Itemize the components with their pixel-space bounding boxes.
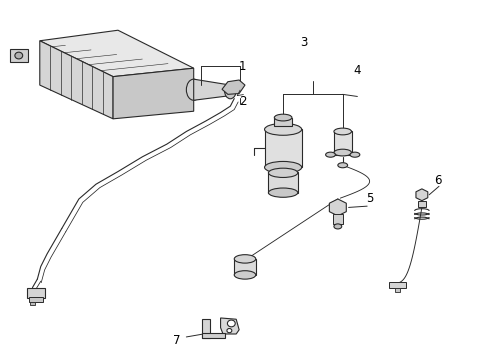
Ellipse shape xyxy=(274,114,292,121)
Ellipse shape xyxy=(15,52,23,59)
Polygon shape xyxy=(416,189,428,201)
Polygon shape xyxy=(222,80,245,94)
Polygon shape xyxy=(194,79,230,100)
Bar xyxy=(274,118,292,126)
Ellipse shape xyxy=(334,128,351,135)
Bar xyxy=(10,49,27,62)
Ellipse shape xyxy=(350,152,360,157)
Text: 7: 7 xyxy=(173,334,180,347)
Bar xyxy=(418,201,426,207)
Ellipse shape xyxy=(338,163,347,168)
Polygon shape xyxy=(329,199,346,216)
Text: 3: 3 xyxy=(300,36,307,49)
Bar xyxy=(30,302,35,305)
Polygon shape xyxy=(113,68,194,119)
Bar xyxy=(202,319,210,338)
Ellipse shape xyxy=(234,255,256,263)
Text: 2: 2 xyxy=(239,95,246,108)
Bar xyxy=(389,282,406,288)
Polygon shape xyxy=(40,30,194,77)
Bar xyxy=(26,288,45,298)
Ellipse shape xyxy=(186,79,201,100)
Ellipse shape xyxy=(334,224,342,229)
Ellipse shape xyxy=(265,161,302,173)
Ellipse shape xyxy=(334,149,351,156)
Bar xyxy=(269,172,298,193)
Text: 5: 5 xyxy=(366,193,373,206)
Ellipse shape xyxy=(224,82,236,99)
Bar xyxy=(202,333,225,338)
Bar xyxy=(234,259,256,275)
Text: 4: 4 xyxy=(354,64,361,77)
Bar xyxy=(265,129,302,167)
Bar xyxy=(334,131,351,153)
Ellipse shape xyxy=(269,188,298,197)
Bar xyxy=(394,288,400,292)
Ellipse shape xyxy=(227,329,232,333)
Polygon shape xyxy=(40,41,113,119)
Text: 6: 6 xyxy=(434,174,442,186)
Bar xyxy=(28,297,43,302)
Ellipse shape xyxy=(234,271,256,279)
Polygon shape xyxy=(220,318,239,334)
Ellipse shape xyxy=(227,320,235,327)
Ellipse shape xyxy=(326,152,335,157)
Ellipse shape xyxy=(269,168,298,177)
Bar xyxy=(333,214,343,224)
Ellipse shape xyxy=(265,123,302,135)
Text: 1: 1 xyxy=(239,60,246,73)
